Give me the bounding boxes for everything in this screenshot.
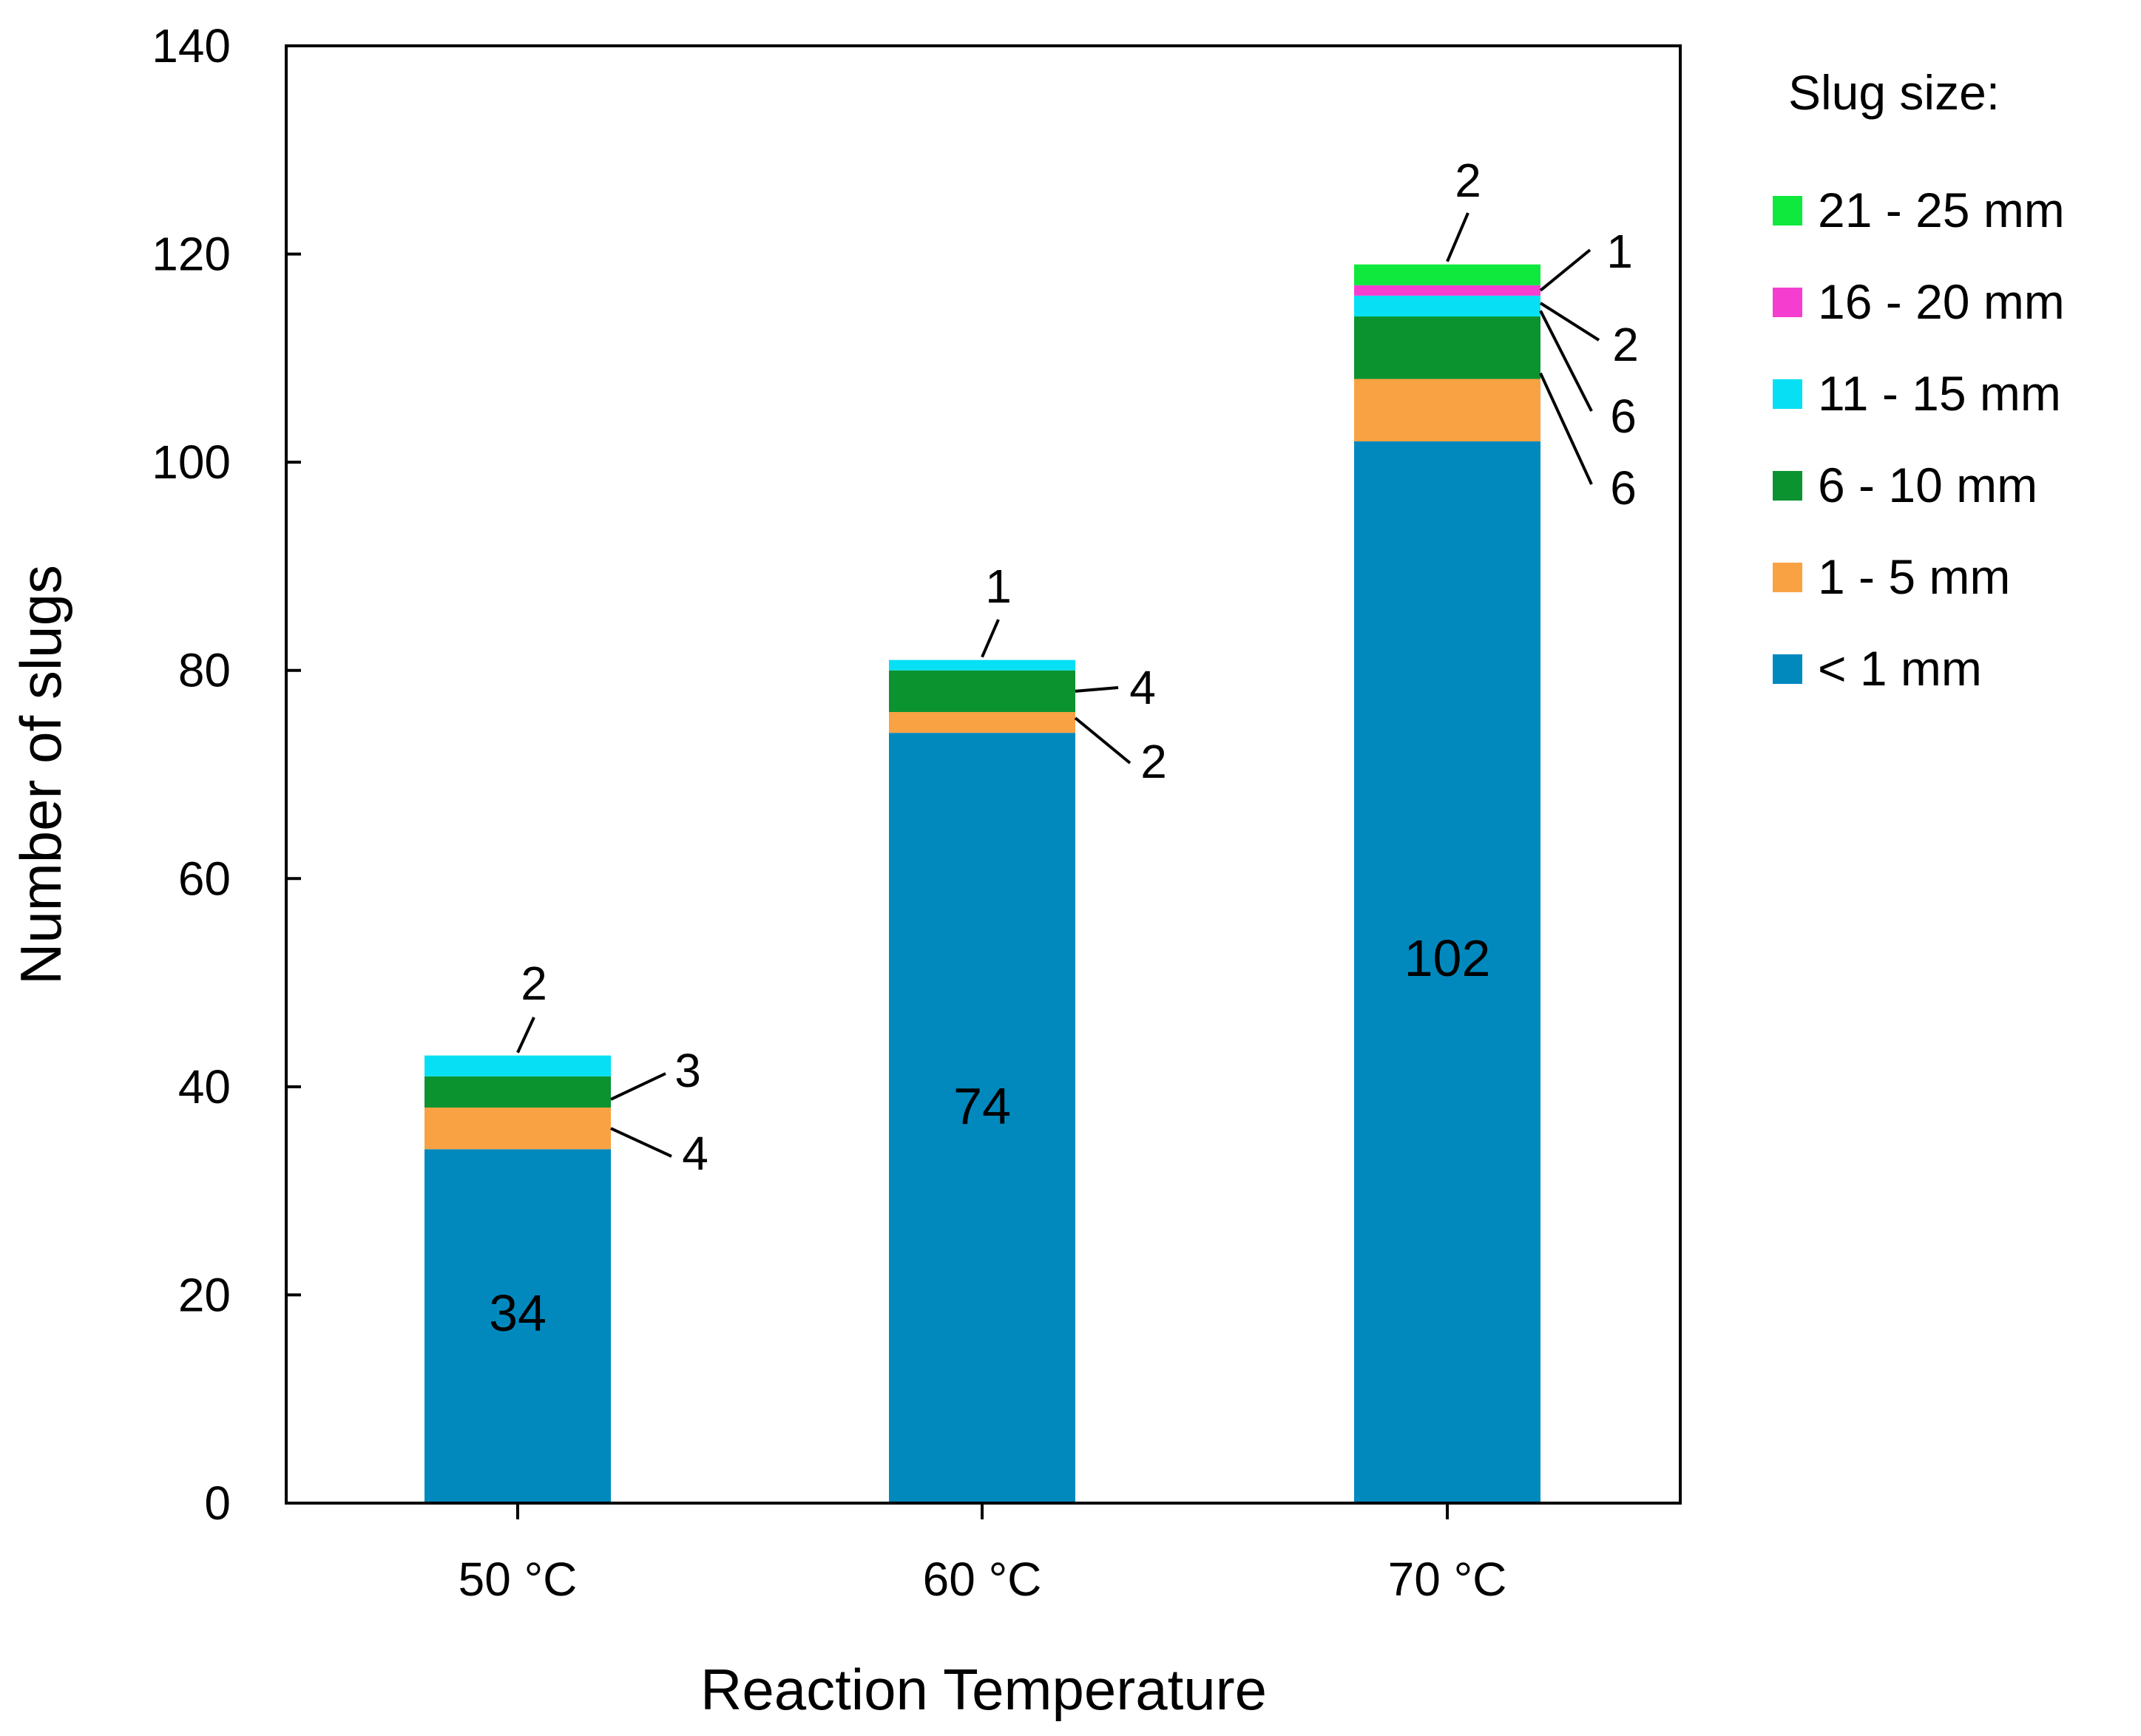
x-tick-label: 60 °C	[923, 1553, 1042, 1606]
bar-segment	[425, 1108, 611, 1150]
leader-line	[1074, 716, 1132, 764]
y-axis-title: Number of slugs	[8, 565, 73, 985]
data-label: 34	[489, 1284, 547, 1342]
y-tick-label: 40	[178, 1060, 231, 1113]
data-label: 1	[1606, 225, 1633, 278]
data-label: 4	[682, 1127, 708, 1180]
legend-entry: 21 - 25 mm	[1818, 183, 2065, 237]
leader-line	[1539, 310, 1593, 412]
data-label: 74	[953, 1077, 1011, 1135]
leader-line	[610, 1127, 672, 1158]
leader-line	[1539, 302, 1600, 342]
leader-line	[610, 1072, 666, 1101]
bar-segment	[1354, 441, 1540, 1503]
bar-segment	[425, 1055, 611, 1076]
leader-line	[1539, 372, 1593, 485]
legend: Slug size: 21 - 25 mm 16 - 20 mm 11 - 15 m…	[1773, 65, 2065, 696]
y-tick-label: 100	[152, 435, 231, 489]
legend-entry: 6 - 10 mm	[1818, 458, 2037, 512]
data-label: 2	[1140, 735, 1167, 788]
leader-lines-layer	[516, 212, 1600, 1158]
x-tick-label: 70 °C	[1388, 1553, 1507, 1606]
legend-swatch	[1773, 288, 1802, 317]
legend-swatch	[1773, 654, 1802, 684]
data-label: 2	[1455, 154, 1481, 207]
bar-segment	[1354, 316, 1540, 379]
legend-swatch	[1773, 471, 1802, 501]
bar-segment	[889, 733, 1075, 1503]
leader-line	[1539, 248, 1592, 292]
bars-layer	[425, 264, 1540, 1503]
bar-segment	[425, 1149, 611, 1503]
leader-line	[1446, 212, 1469, 262]
x-axis-title: Reaction Temperature	[700, 1657, 1267, 1722]
data-label: 6	[1610, 390, 1637, 443]
bar-segment	[889, 712, 1075, 733]
bar-segment	[1354, 285, 1540, 296]
y-tick-label: 120	[152, 228, 231, 281]
data-label: 102	[1404, 929, 1491, 987]
legend-swatch	[1773, 563, 1802, 592]
legend-title: Slug size:	[1788, 65, 2000, 120]
legend-entry: < 1 mm	[1818, 641, 1982, 696]
y-tick-label: 20	[178, 1268, 231, 1321]
bar-segment	[1354, 264, 1540, 285]
data-labels-layer: 34 74 102 4 3 2 2 4 1 6 6 2 1 2	[489, 154, 1639, 1342]
legend-swatch	[1773, 379, 1802, 409]
data-label: 4	[1129, 661, 1156, 714]
y-tick-label: 60	[178, 852, 231, 905]
bar-segment	[889, 670, 1075, 713]
x-tick-label: 50 °C	[459, 1553, 578, 1606]
legend-entry: 11 - 15 mm	[1818, 366, 2061, 421]
y-tick-label: 80	[178, 644, 231, 697]
x-axis: 50 °C 60 °C 70 °C	[459, 1503, 1507, 1606]
data-label: 1	[985, 560, 1012, 613]
leader-line	[1075, 686, 1119, 693]
legend-entry: 1 - 5 mm	[1818, 549, 2010, 604]
y-tick-label: 0	[204, 1476, 231, 1530]
bar-segment	[1354, 295, 1540, 317]
y-tick-label: 140	[152, 19, 231, 72]
data-label: 2	[1612, 318, 1639, 371]
bar-segment	[889, 660, 1075, 671]
data-label: 6	[1610, 461, 1637, 515]
leader-line	[981, 619, 1000, 658]
y-axis: 0 20 40 60 80 100 120 140	[152, 19, 301, 1530]
data-label: 3	[674, 1044, 701, 1097]
data-label: 2	[521, 957, 547, 1010]
leader-line	[516, 1017, 535, 1054]
bar-segment	[425, 1076, 611, 1108]
legend-entry: 16 - 20 mm	[1818, 274, 2065, 329]
legend-swatch	[1773, 196, 1802, 226]
bar-segment	[1354, 379, 1540, 441]
